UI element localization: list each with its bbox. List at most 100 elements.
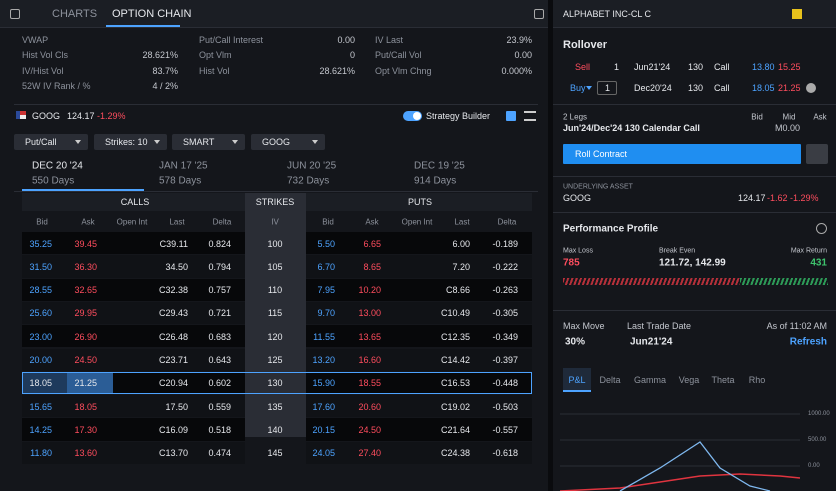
greek-tab[interactable]: Theta bbox=[711, 375, 735, 385]
cell[interactable]: -0.263 bbox=[492, 285, 518, 296]
cell[interactable]: 0.518 bbox=[208, 424, 231, 435]
cell[interactable]: 0.643 bbox=[208, 355, 231, 365]
greek-tab[interactable]: Rho bbox=[748, 375, 766, 385]
cell[interactable]: 29.95 bbox=[74, 308, 97, 319]
cell[interactable]: 7.20 bbox=[452, 261, 470, 272]
cell[interactable]: 24.50 bbox=[74, 355, 97, 365]
cell[interactable]: 7.95 bbox=[317, 285, 335, 296]
cell[interactable]: -0.305 bbox=[492, 308, 518, 319]
cell[interactable]: -0.189 bbox=[492, 238, 518, 249]
cell[interactable]: 13.60 bbox=[74, 448, 97, 459]
cell[interactable]: -0.618 bbox=[492, 448, 518, 459]
cell[interactable]: -0.397 bbox=[492, 355, 518, 365]
roll-button-label[interactable]: Roll Contract bbox=[575, 149, 628, 159]
cell[interactable]: 9.70 bbox=[317, 308, 335, 319]
cell[interactable]: C14.42 bbox=[440, 355, 470, 365]
cell[interactable]: C39.11 bbox=[159, 238, 188, 249]
cell[interactable]: 6.65 bbox=[363, 238, 381, 249]
greek-tab[interactable]: Gamma bbox=[633, 375, 667, 385]
cell[interactable]: 105 bbox=[267, 261, 283, 272]
cell[interactable]: 8.65 bbox=[363, 261, 381, 272]
cell[interactable]: 0.824 bbox=[208, 238, 231, 249]
cell[interactable]: 20.00 bbox=[29, 355, 52, 365]
cell[interactable]: 26.90 bbox=[74, 331, 97, 342]
cell[interactable]: 32.65 bbox=[74, 285, 97, 296]
selected-row[interactable] bbox=[22, 371, 532, 395]
cell[interactable]: C13.70 bbox=[158, 448, 188, 459]
cell[interactable]: -0.503 bbox=[492, 401, 518, 412]
cell[interactable]: 13.20 bbox=[312, 355, 335, 365]
cell[interactable]: 36.30 bbox=[74, 261, 97, 272]
cell[interactable]: C16.53 bbox=[440, 378, 470, 389]
cell[interactable]: 25.60 bbox=[29, 308, 52, 319]
roll-button[interactable] bbox=[563, 144, 801, 164]
cell[interactable]: 13.65 bbox=[358, 331, 381, 342]
cell[interactable]: 11.80 bbox=[30, 448, 52, 459]
cell[interactable]: 39.45 bbox=[74, 238, 97, 249]
cell[interactable]: 15.65 bbox=[29, 401, 52, 412]
expiry-date[interactable]: DEC 19 '25 bbox=[414, 160, 465, 172]
cell[interactable]: 17.50 bbox=[165, 401, 188, 412]
greek-tab[interactable]: Delta bbox=[599, 375, 621, 385]
cell[interactable]: 130 bbox=[267, 378, 283, 389]
cell[interactable]: 18.55 bbox=[358, 378, 381, 389]
cell[interactable]: 6.00 bbox=[452, 238, 470, 249]
cell[interactable]: C20.94 bbox=[158, 378, 188, 389]
cell[interactable]: 0.757 bbox=[208, 285, 231, 296]
cell[interactable]: 125 bbox=[267, 355, 283, 365]
cell[interactable]: C16.09 bbox=[158, 424, 188, 435]
expiry-date[interactable]: JAN 17 '25 bbox=[159, 160, 208, 172]
qty-input[interactable] bbox=[597, 81, 617, 95]
cell[interactable]: -0.349 bbox=[492, 331, 518, 342]
cell[interactable]: 0.683 bbox=[208, 331, 231, 342]
cell[interactable]: 120 bbox=[267, 331, 283, 342]
cell[interactable]: 0.559 bbox=[208, 401, 231, 412]
cell[interactable]: 24.05 bbox=[312, 448, 335, 459]
remove-icon[interactable] bbox=[806, 83, 816, 93]
cell[interactable]: 135 bbox=[267, 401, 283, 412]
cell[interactable]: 110 bbox=[267, 285, 283, 296]
info-icon[interactable] bbox=[816, 223, 827, 234]
cell[interactable]: C8.66 bbox=[445, 285, 470, 296]
cell[interactable]: 10.20 bbox=[358, 285, 381, 296]
cell[interactable]: 24.50 bbox=[358, 424, 381, 435]
cell[interactable]: 34.50 bbox=[165, 261, 188, 272]
cell[interactable]: 20.15 bbox=[312, 424, 335, 435]
cell[interactable]: C19.02 bbox=[440, 401, 470, 412]
cell[interactable]: 0.721 bbox=[208, 308, 231, 319]
cell[interactable]: 21.25 bbox=[74, 378, 97, 389]
cell[interactable]: 18.05 bbox=[29, 378, 52, 389]
cell[interactable]: 140 bbox=[267, 424, 283, 435]
dropdown[interactable] bbox=[14, 134, 88, 150]
cell[interactable]: C26.48 bbox=[158, 331, 188, 342]
cell[interactable]: 31.50 bbox=[29, 261, 52, 272]
menu-icon[interactable] bbox=[524, 111, 536, 121]
cell[interactable]: 14.25 bbox=[29, 424, 52, 435]
cell[interactable]: 115 bbox=[267, 308, 283, 319]
cell[interactable]: C21.64 bbox=[440, 424, 470, 435]
refresh-link[interactable]: Refresh bbox=[789, 336, 827, 348]
greek-tab[interactable]: P&L bbox=[568, 375, 586, 385]
cell[interactable]: 17.60 bbox=[312, 401, 335, 412]
cell[interactable]: 145 bbox=[267, 448, 283, 459]
control-value[interactable]: 30% bbox=[565, 336, 586, 348]
cell[interactable]: -0.448 bbox=[492, 378, 518, 389]
cell[interactable]: 35.25 bbox=[29, 238, 52, 249]
cell[interactable]: 16.60 bbox=[358, 355, 381, 365]
strategy-builder[interactable]: Strategy Builder bbox=[426, 111, 491, 121]
cell[interactable]: 0.474 bbox=[208, 448, 231, 459]
tab[interactable]: CHARTS bbox=[52, 8, 98, 20]
cell[interactable]: C10.49 bbox=[440, 308, 470, 319]
cell[interactable]: C24.38 bbox=[440, 448, 470, 459]
cell[interactable]: 6.70 bbox=[317, 261, 335, 272]
cell[interactable]: 27.40 bbox=[358, 448, 381, 459]
toggle[interactable] bbox=[403, 111, 422, 121]
cell[interactable]: 17.30 bbox=[74, 424, 97, 435]
cell[interactable]: 11.55 bbox=[313, 331, 335, 342]
expiry-date[interactable]: DEC 20 '24 bbox=[32, 160, 83, 172]
dropdown[interactable] bbox=[251, 134, 325, 150]
cell[interactable]: 28.55 bbox=[29, 285, 52, 296]
cell[interactable]: 100 bbox=[267, 238, 283, 249]
cell[interactable]: -0.222 bbox=[492, 261, 518, 272]
control-value[interactable]: Jun21'24 bbox=[630, 336, 673, 348]
